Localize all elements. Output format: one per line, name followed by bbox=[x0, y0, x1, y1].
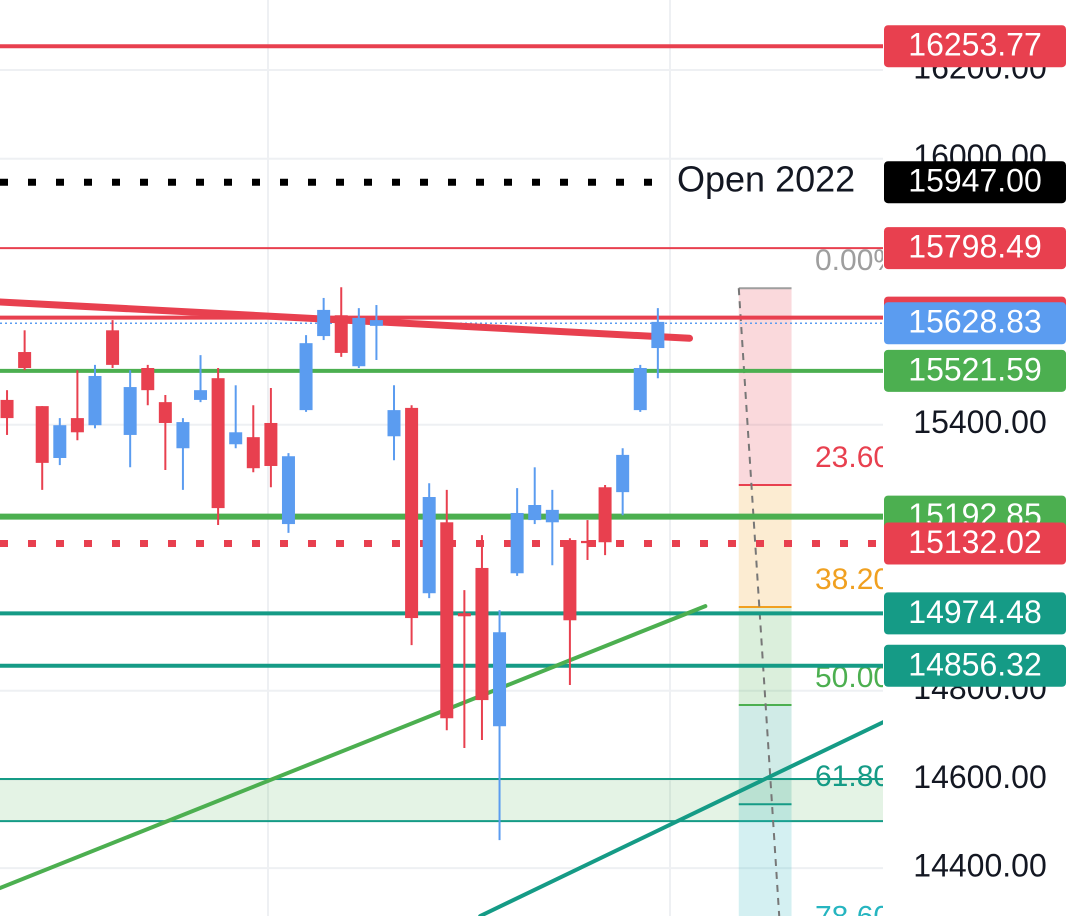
price-level-label: 15521.59 bbox=[908, 351, 1041, 387]
candle-body bbox=[475, 567, 489, 701]
candle-body bbox=[317, 309, 331, 337]
candle-body bbox=[510, 512, 524, 574]
y-tick-label: 14600.00 bbox=[913, 759, 1046, 795]
price-level-box bbox=[884, 644, 1066, 687]
candle-body bbox=[70, 418, 84, 433]
candle-body bbox=[563, 540, 577, 621]
candle-body bbox=[334, 315, 348, 353]
fib-zone bbox=[738, 606, 792, 705]
trendline bbox=[0, 604, 708, 891]
candle-body bbox=[106, 330, 120, 365]
price-level-box bbox=[884, 302, 1066, 345]
price-level-label: 16253.77 bbox=[908, 27, 1041, 63]
candle-body bbox=[18, 352, 32, 368]
price-level-label: 15947.00 bbox=[908, 163, 1041, 199]
candle-body bbox=[598, 487, 612, 543]
fib-zone bbox=[738, 804, 792, 916]
candle-body bbox=[123, 387, 137, 435]
candle-body bbox=[369, 320, 383, 326]
candle-body bbox=[229, 432, 243, 445]
candle-body bbox=[616, 454, 630, 493]
candle-body bbox=[457, 613, 471, 617]
candle-body bbox=[422, 497, 436, 594]
candle-body bbox=[176, 422, 190, 449]
price-level-label: 15132.02 bbox=[908, 524, 1041, 560]
trendline bbox=[478, 720, 883, 916]
candle-body bbox=[651, 321, 665, 349]
price-level-label: 14974.48 bbox=[908, 594, 1041, 630]
candle-body bbox=[246, 437, 260, 469]
candle-body bbox=[264, 422, 278, 466]
candle-body bbox=[580, 540, 594, 544]
price-level-label: 15628.83 bbox=[908, 304, 1041, 340]
candle-body bbox=[88, 375, 102, 426]
fib-label: 23.60% bbox=[815, 441, 917, 474]
y-tick-label: 15400.00 bbox=[913, 404, 1046, 440]
price-level-box bbox=[884, 522, 1066, 565]
candle-body bbox=[0, 399, 14, 419]
fib-zone bbox=[738, 485, 792, 607]
price-axis: 14400.0014600.0014800.0015400.0016000.00… bbox=[884, 25, 1066, 884]
price-level-label: 14856.32 bbox=[908, 646, 1041, 682]
fib-label: 38.20% bbox=[815, 563, 917, 596]
fib-label: 0.00% bbox=[815, 244, 900, 277]
candle-body bbox=[53, 425, 67, 458]
candle-body bbox=[281, 456, 295, 525]
fib-label: 78.60% bbox=[815, 900, 917, 916]
candle-body bbox=[141, 367, 155, 391]
fib-label: 61.80% bbox=[815, 760, 917, 793]
candle-body bbox=[352, 317, 366, 367]
candle-body bbox=[194, 390, 208, 400]
price-level-label: 15798.49 bbox=[908, 229, 1041, 265]
candle-body bbox=[633, 367, 647, 411]
candle-body bbox=[299, 343, 313, 411]
candle-body bbox=[35, 406, 49, 463]
y-tick-label: 14400.00 bbox=[913, 848, 1046, 884]
fib-zone bbox=[738, 288, 792, 486]
candle-body bbox=[528, 504, 542, 521]
candle-body bbox=[440, 522, 454, 719]
price-level-box bbox=[884, 161, 1066, 204]
candle-body bbox=[405, 407, 419, 619]
price-level-box bbox=[884, 349, 1066, 392]
candle-body bbox=[158, 402, 172, 423]
price-level-box bbox=[884, 25, 1066, 68]
candle-body bbox=[493, 632, 507, 727]
price-axis-panel bbox=[883, 0, 1080, 916]
candle-body bbox=[387, 410, 401, 437]
price-level-box bbox=[884, 227, 1066, 270]
candle-body bbox=[211, 378, 225, 509]
level-note: Open 2022 bbox=[677, 159, 855, 200]
plot-area: 0.00%23.60%38.20%50.00%61.80%78.60%Open … bbox=[0, 0, 917, 916]
zone bbox=[0, 778, 883, 822]
price-level-box bbox=[884, 592, 1066, 635]
fib-projection bbox=[737, 288, 781, 916]
candle-body bbox=[545, 509, 559, 523]
